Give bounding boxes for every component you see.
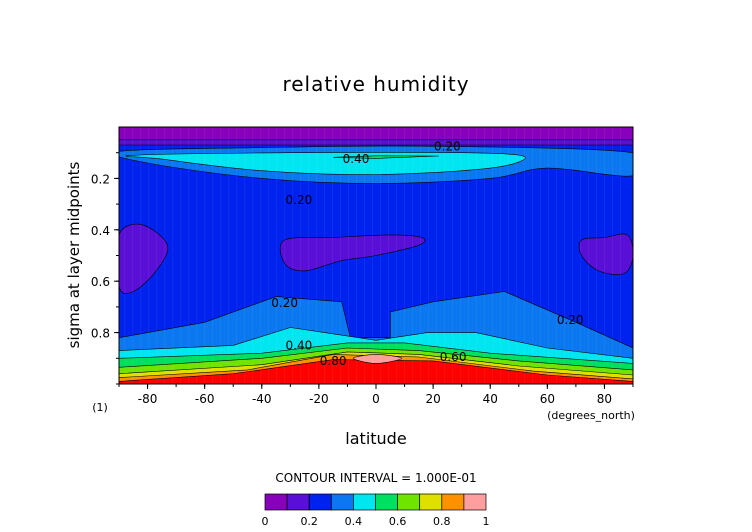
chart-title: relative humidity bbox=[282, 72, 469, 96]
fill-level-0.1-north bbox=[578, 233, 633, 275]
colorbar-swatch bbox=[264, 493, 288, 511]
colorbar-tick-label: 1 bbox=[483, 515, 490, 528]
fill-level-0.5-upper bbox=[333, 155, 439, 159]
x-units-label: (degrees_north) bbox=[547, 409, 635, 422]
fill-level-0.1-tropics bbox=[279, 234, 426, 272]
colorbar-swatch bbox=[330, 493, 354, 511]
x-tick-label: 60 bbox=[540, 392, 555, 406]
colorbar-tick-label: 0.4 bbox=[345, 515, 363, 528]
contour-label: 0.20 bbox=[434, 139, 461, 153]
contour-label: 0.20 bbox=[271, 296, 298, 310]
fill-level-0.9-lower bbox=[119, 359, 633, 384]
x-tick-label: -60 bbox=[195, 392, 215, 406]
x-tick-label: -40 bbox=[252, 392, 272, 406]
x-tick-label: 80 bbox=[597, 392, 612, 406]
colorbar-swatch bbox=[308, 493, 332, 511]
contour-interval-text: CONTOUR INTERVAL = 1.000E-01 bbox=[275, 471, 476, 485]
colorbar-swatch bbox=[375, 493, 398, 511]
x-axis-label: latitude bbox=[345, 429, 406, 448]
colorbar-tick-label: 0 bbox=[262, 515, 269, 528]
contour-fills: 0.20 0.40 0.20 0.20 0.20 0.40 0.80 0.60 bbox=[119, 127, 633, 384]
y-tick-label: 0.6 bbox=[91, 275, 110, 289]
colorbar-swatch bbox=[353, 493, 376, 511]
x-tick-label: 0 bbox=[372, 392, 380, 406]
fill-level-0.4-upper bbox=[125, 152, 526, 175]
colorbar-tick-label: 0.8 bbox=[433, 515, 451, 528]
x-tick-label: -80 bbox=[138, 392, 158, 406]
fill-level-1.0-core bbox=[352, 354, 403, 364]
contour-label: 0.20 bbox=[286, 193, 313, 207]
colorbar-swatch bbox=[441, 493, 465, 511]
y-tick-label: 0.2 bbox=[91, 172, 110, 186]
contour-label: 0.20 bbox=[557, 313, 584, 327]
colorbar-swatch bbox=[397, 493, 421, 511]
x-tick-label: 40 bbox=[483, 392, 498, 406]
colorbar-tick-label: 0.6 bbox=[389, 515, 407, 528]
contour-label: 0.60 bbox=[440, 350, 467, 364]
contour-label: 0.80 bbox=[320, 354, 347, 368]
y-units-label: (1) bbox=[92, 401, 108, 414]
x-tick-label: 20 bbox=[425, 392, 440, 406]
colorbar-tick-label: 0.2 bbox=[300, 515, 318, 528]
colorbar-swatch bbox=[419, 493, 443, 511]
colorbar-swatch bbox=[286, 493, 310, 511]
y-axis-label: sigma at layer midpoints bbox=[65, 161, 83, 348]
fill-level-0.1-south bbox=[119, 223, 169, 294]
contour-label: 0.40 bbox=[286, 338, 313, 352]
y-tick-label: 0.8 bbox=[91, 327, 110, 341]
fill-level-0.0-top bbox=[119, 127, 633, 141]
y-tick-label: 0.4 bbox=[91, 224, 110, 238]
colorbar-swatch bbox=[463, 493, 487, 511]
fill-level-0.1-top bbox=[119, 139, 633, 146]
x-tick-label: -20 bbox=[309, 392, 329, 406]
contour-label: 0.40 bbox=[343, 152, 370, 166]
